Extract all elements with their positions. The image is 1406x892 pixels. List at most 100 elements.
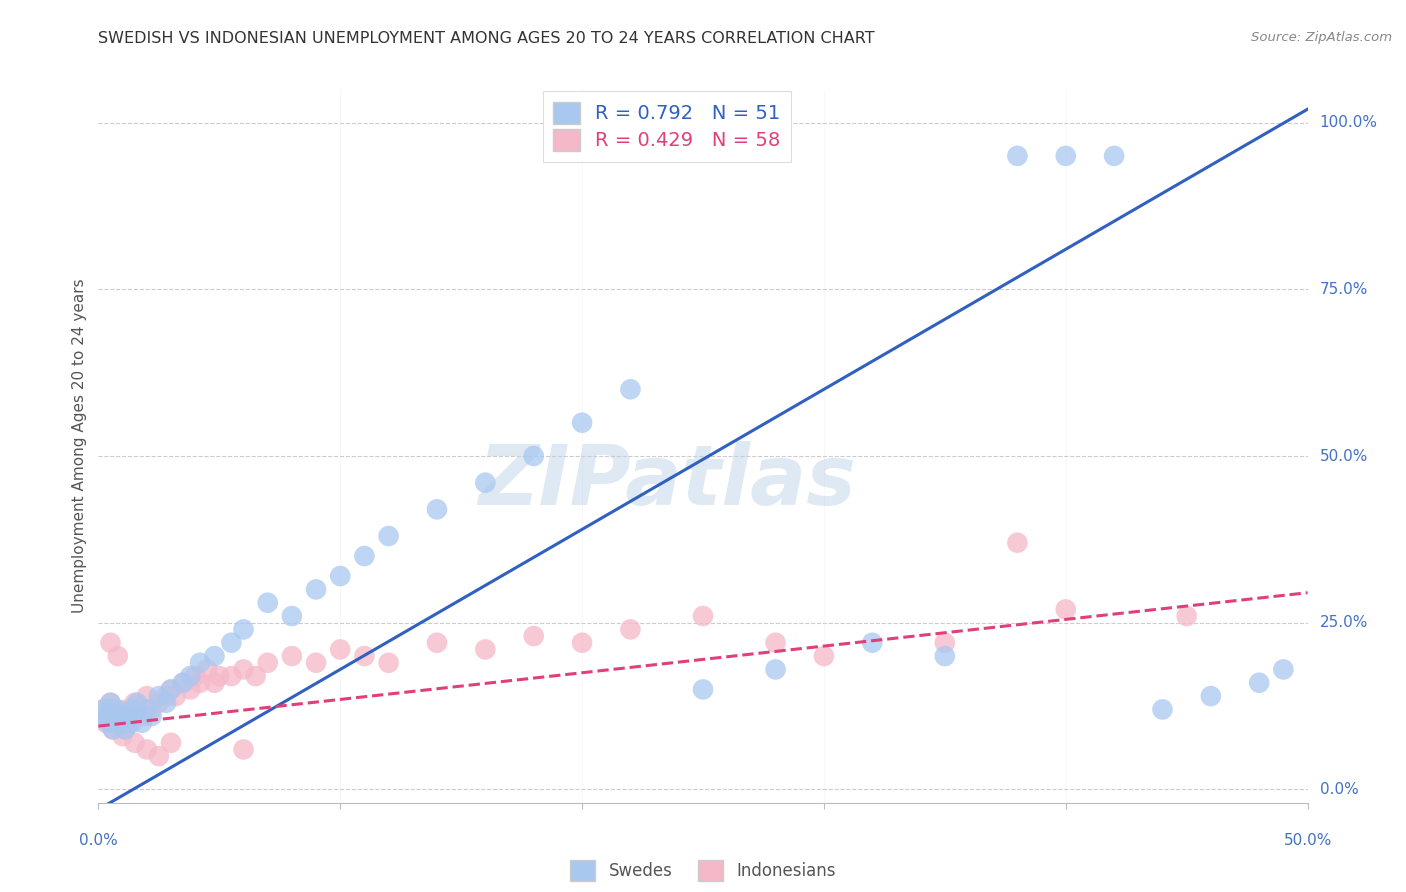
Point [353, 549, 375, 563]
Point [101, 723, 124, 737]
Point [1249, 675, 1271, 690]
Text: 50.0%: 50.0% [1284, 833, 1331, 847]
Text: 0.0%: 0.0% [1320, 782, 1358, 797]
Legend: Swedes, Indonesians: Swedes, Indonesians [564, 854, 842, 888]
Point [426, 502, 449, 516]
Point [1272, 662, 1295, 676]
Point [155, 696, 177, 710]
Point [1007, 149, 1029, 163]
Point [1199, 689, 1222, 703]
Point [232, 623, 254, 637]
Point [1175, 609, 1198, 624]
Point [97, 715, 120, 730]
Point [281, 609, 304, 624]
Point [245, 669, 267, 683]
Point [91, 702, 114, 716]
Y-axis label: Unemployment Among Ages 20 to 24 years: Unemployment Among Ages 20 to 24 years [72, 278, 87, 614]
Point [107, 715, 129, 730]
Point [124, 709, 146, 723]
Point [474, 642, 496, 657]
Point [104, 702, 127, 716]
Point [100, 636, 122, 650]
Point [179, 682, 201, 697]
Point [97, 709, 120, 723]
Point [256, 596, 278, 610]
Point [108, 709, 131, 723]
Point [221, 669, 243, 683]
Point [619, 382, 641, 396]
Point [860, 636, 883, 650]
Point [100, 702, 122, 716]
Point [124, 736, 146, 750]
Point [474, 475, 496, 490]
Point [117, 702, 139, 716]
Point [305, 582, 328, 597]
Point [195, 662, 218, 676]
Point [135, 689, 157, 703]
Text: 25.0%: 25.0% [1320, 615, 1368, 631]
Point [160, 682, 183, 697]
Point [692, 609, 714, 624]
Text: 0.0%: 0.0% [79, 833, 118, 847]
Point [91, 702, 114, 716]
Point [813, 649, 835, 664]
Point [94, 709, 117, 723]
Point [127, 702, 149, 716]
Point [111, 729, 134, 743]
Point [111, 715, 134, 730]
Point [353, 649, 375, 664]
Point [377, 656, 399, 670]
Point [426, 636, 449, 650]
Point [121, 715, 143, 730]
Point [135, 702, 157, 716]
Point [692, 682, 714, 697]
Point [124, 696, 146, 710]
Point [160, 682, 183, 697]
Point [221, 636, 243, 650]
Point [305, 656, 328, 670]
Point [188, 675, 211, 690]
Point [100, 696, 122, 710]
Point [934, 636, 956, 650]
Point [118, 715, 141, 730]
Point [94, 715, 117, 730]
Point [104, 709, 127, 723]
Point [111, 715, 134, 730]
Point [100, 696, 122, 710]
Point [172, 675, 194, 690]
Point [148, 749, 170, 764]
Point [114, 723, 136, 737]
Point [127, 696, 149, 710]
Point [1054, 602, 1077, 616]
Point [1152, 702, 1174, 716]
Point [934, 649, 956, 664]
Text: SWEDISH VS INDONESIAN UNEMPLOYMENT AMONG AGES 20 TO 24 YEARS CORRELATION CHART: SWEDISH VS INDONESIAN UNEMPLOYMENT AMONG… [98, 31, 875, 46]
Point [155, 689, 177, 703]
Point [281, 649, 304, 664]
Point [523, 629, 546, 643]
Point [165, 689, 187, 703]
Text: 75.0%: 75.0% [1320, 282, 1368, 297]
Point [188, 656, 211, 670]
Point [1007, 535, 1029, 549]
Point [141, 709, 163, 723]
Point [108, 709, 131, 723]
Point [107, 702, 129, 716]
Point [141, 702, 163, 716]
Point [1054, 149, 1077, 163]
Point [135, 742, 157, 756]
Point [107, 649, 129, 664]
Point [619, 623, 641, 637]
Point [329, 569, 352, 583]
Point [101, 723, 124, 737]
Point [765, 662, 787, 676]
Point [765, 636, 787, 650]
Point [208, 669, 231, 683]
Point [107, 715, 129, 730]
Point [148, 689, 170, 703]
Point [571, 636, 593, 650]
Point [160, 736, 183, 750]
Point [148, 696, 170, 710]
Point [172, 675, 194, 690]
Point [179, 669, 201, 683]
